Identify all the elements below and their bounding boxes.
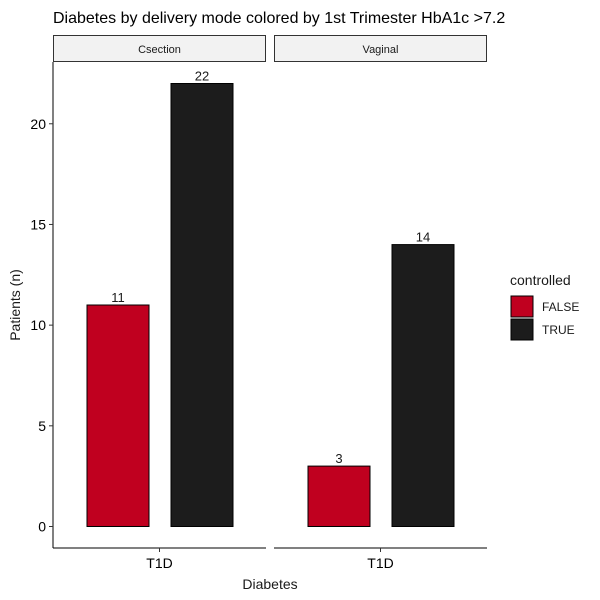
- bar: [170, 83, 234, 527]
- facet-strip-label: Csection: [138, 44, 181, 56]
- data-label: 22: [195, 69, 209, 84]
- chart-title: Diabetes by delivery mode colored by 1st…: [53, 10, 505, 27]
- y-tick-label: 0: [38, 519, 46, 535]
- data-label: 11: [111, 290, 125, 305]
- facet-strip-label: Vaginal: [363, 44, 399, 56]
- y-tick-label: 5: [38, 418, 46, 434]
- facet-strip: [53, 35, 266, 62]
- y-tick-label: 10: [30, 317, 46, 333]
- legend: controlled FALSE TRUE: [510, 272, 579, 341]
- y-tick-label: 15: [30, 216, 46, 232]
- bar: [391, 244, 455, 527]
- legend-label: FALSE: [542, 300, 579, 314]
- legend-swatch: [510, 318, 534, 341]
- legend-swatch: [510, 295, 534, 318]
- y-axis-title: Patients (n): [7, 269, 23, 341]
- facet-strip: [274, 35, 487, 62]
- legend-title: controlled: [510, 272, 571, 288]
- x-tick-label: T1D: [367, 555, 393, 571]
- plot-area: Csection 11 22 T1D Vaginal 3 14 T1D 0 5 10 15 20: [30, 35, 487, 571]
- y-tick-label: 20: [30, 116, 46, 132]
- x-axis-title: Diabetes: [242, 576, 297, 592]
- legend-label: TRUE: [542, 323, 575, 337]
- x-tick-label: T1D: [146, 555, 172, 571]
- bar: [307, 465, 371, 528]
- data-label: 14: [416, 230, 430, 245]
- data-label: 3: [335, 451, 342, 466]
- bar: [86, 304, 150, 527]
